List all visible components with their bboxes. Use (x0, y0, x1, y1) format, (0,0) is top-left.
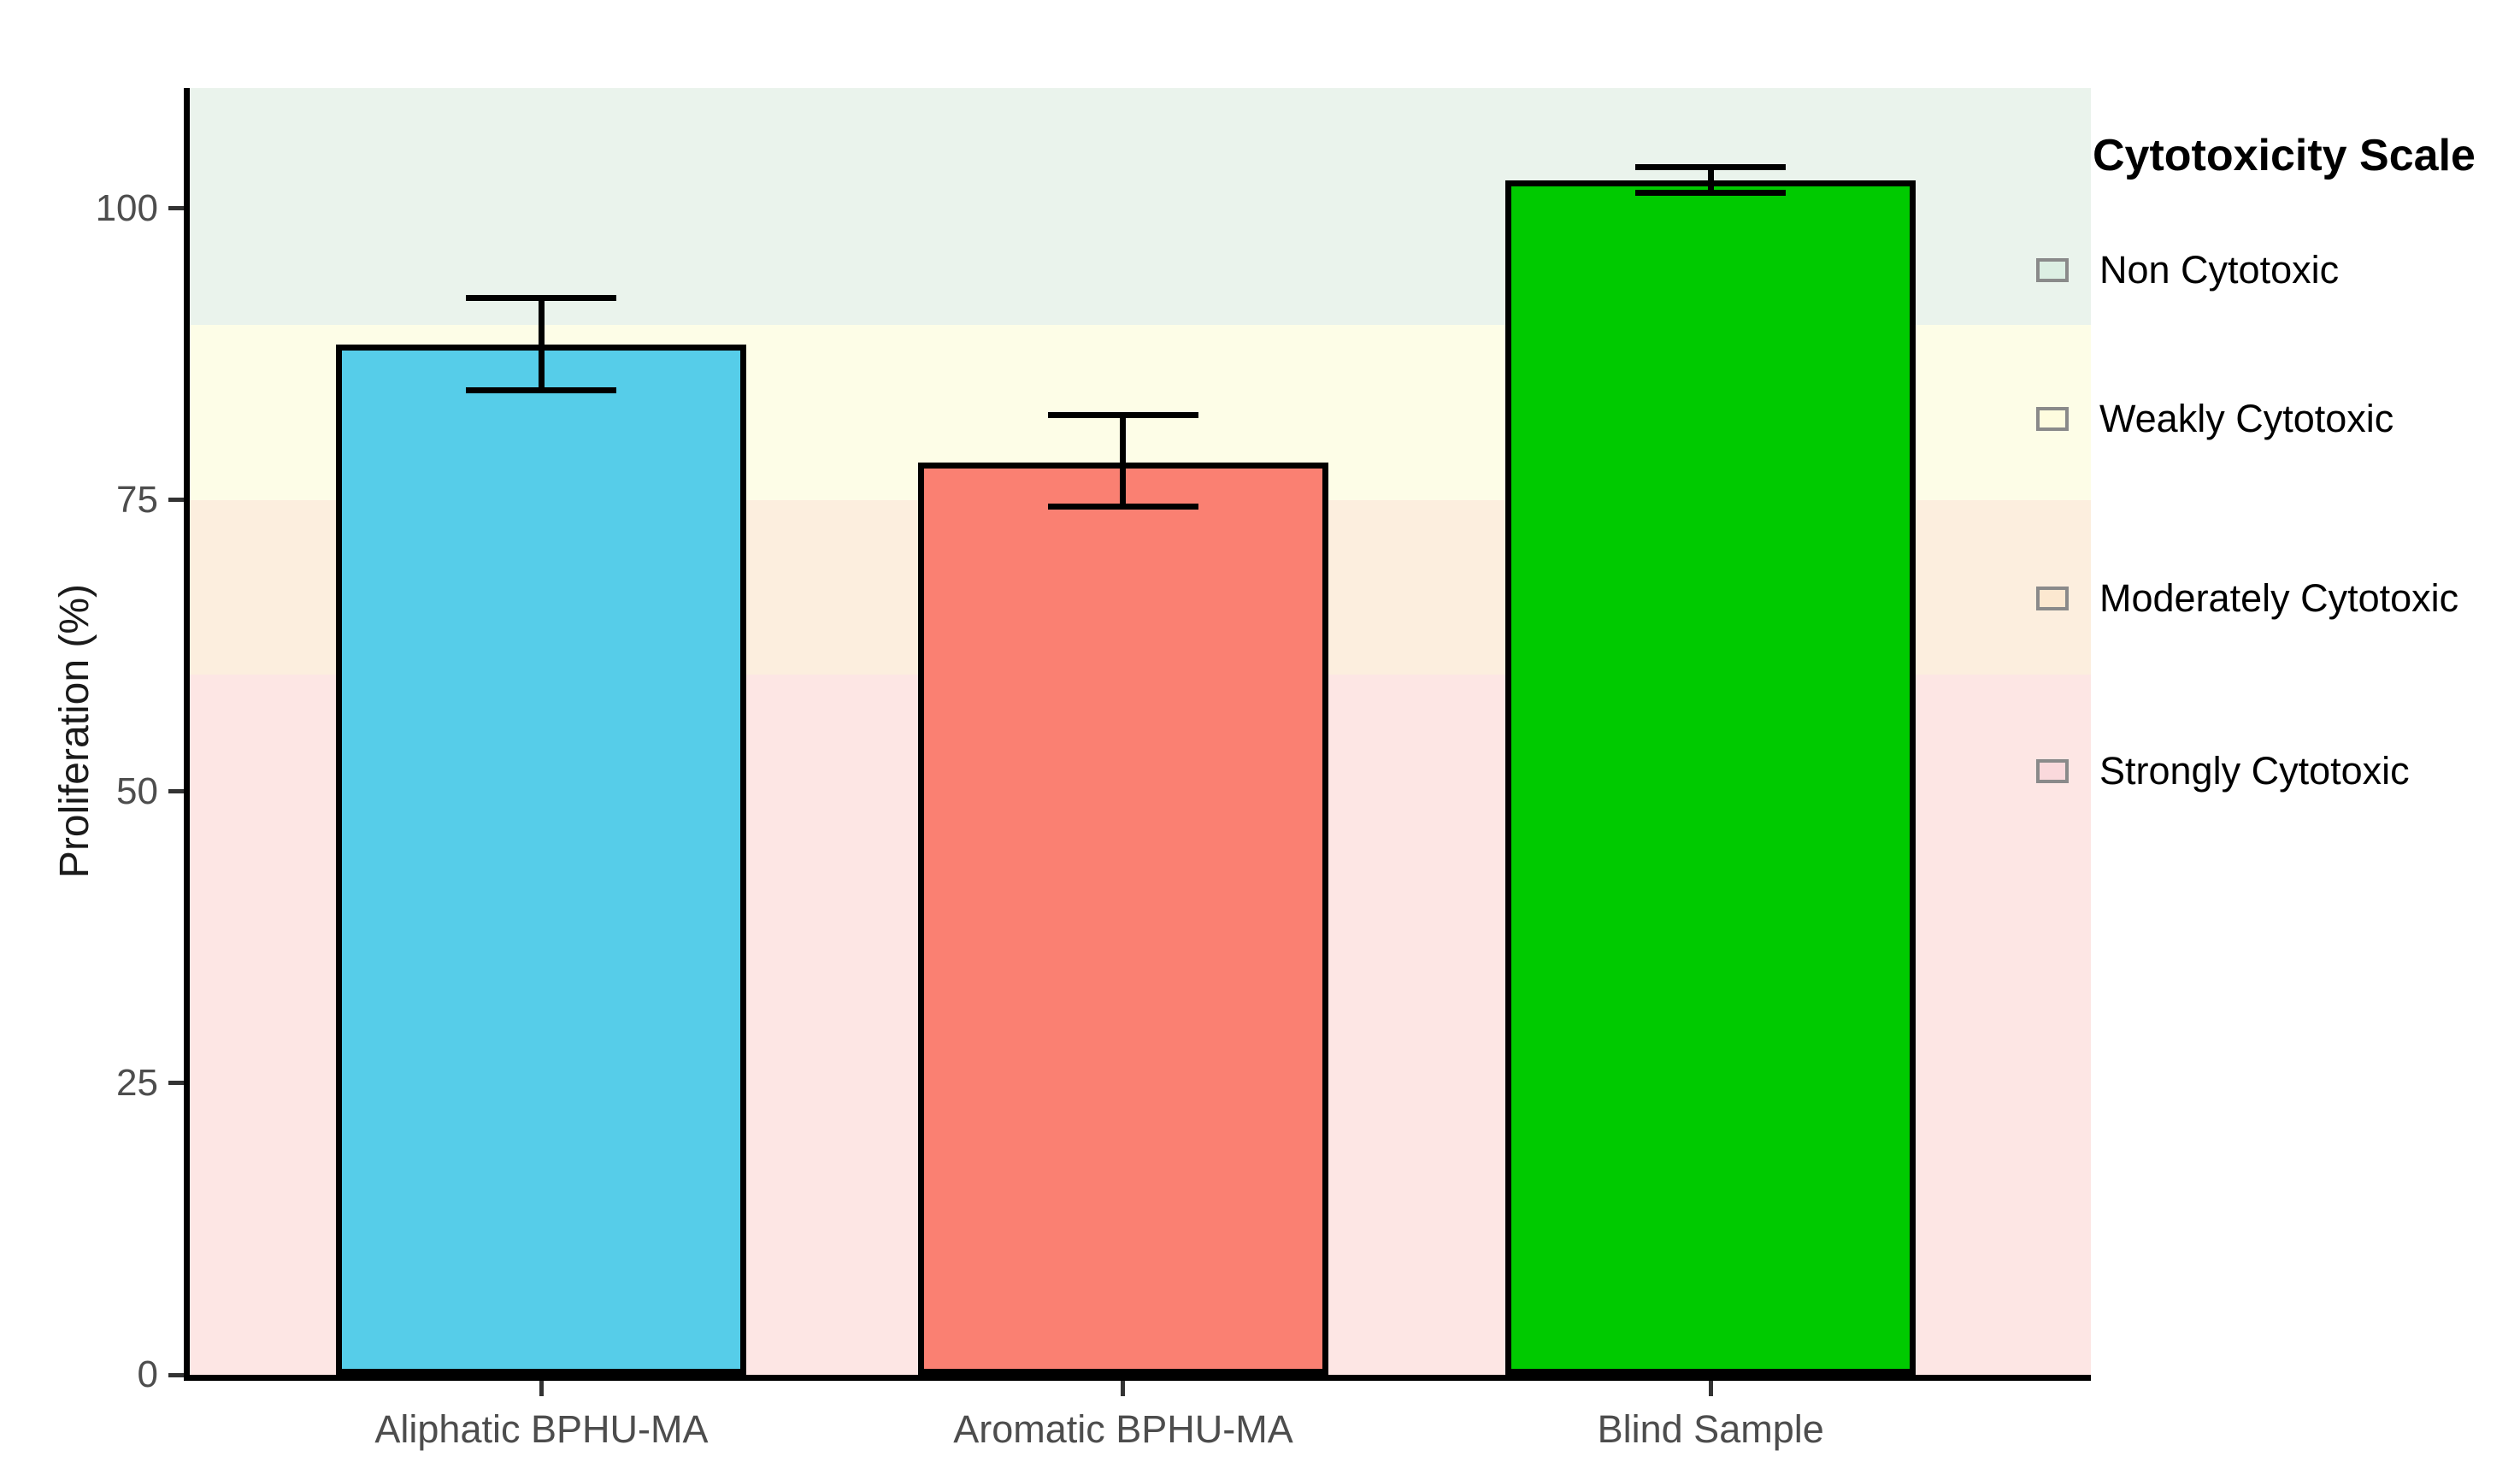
legend-label-weakly-cytotoxic: Weakly Cytotoxic (2099, 397, 2394, 440)
error-bar-cap-bottom-blind-sample (1635, 190, 1787, 197)
y-tick-label: 50 (116, 769, 158, 812)
legend-key-strongly-cytotoxic (2036, 759, 2069, 783)
error-bar-line-aliphatic-bphu-ma (538, 298, 545, 391)
y-axis-line (184, 88, 190, 1381)
legend-label-moderately-cytotoxic: Moderately Cytotoxic (2099, 576, 2459, 620)
y-tick-mark (168, 498, 184, 503)
x-tick-label-aliphatic-bphu-ma: Aliphatic BPHU-MA (374, 1407, 709, 1451)
x-tick-label-blind-sample: Blind Sample (1597, 1407, 1824, 1451)
error-bar-cap-bottom-aromatic-bphu-ma (1047, 504, 1198, 510)
y-axis-title: Proliferation (%) (52, 583, 97, 879)
y-tick-label: 100 (95, 186, 158, 229)
legend-key-non-cytotoxic (2036, 258, 2069, 282)
y-tick-label: 0 (137, 1353, 158, 1395)
error-bar-cap-top-blind-sample (1635, 164, 1787, 171)
error-bar-line-aromatic-bphu-ma (1120, 415, 1127, 507)
x-tick-label-aromatic-bphu-ma: Aromatic BPHU-MA (953, 1407, 1293, 1451)
bar-blind-sample (1505, 180, 1916, 1375)
legend-key-weakly-cytotoxic (2036, 407, 2069, 431)
y-tick-label: 75 (116, 478, 158, 521)
y-tick-mark (168, 789, 184, 794)
error-bar-line-blind-sample (1707, 167, 1714, 193)
y-tick-mark (168, 1372, 184, 1377)
bar-aliphatic-bphu-ma (336, 345, 747, 1375)
y-tick-mark (168, 206, 184, 211)
x-tick-mark (1708, 1381, 1713, 1396)
error-bar-cap-top-aliphatic-bphu-ma (466, 295, 617, 302)
error-bar-cap-top-aromatic-bphu-ma (1047, 411, 1198, 418)
x-tick-mark (539, 1381, 544, 1396)
legend-key-moderately-cytotoxic (2036, 587, 2069, 610)
legend-label-non-cytotoxic: Non Cytotoxic (2099, 248, 2340, 292)
legend-label-strongly-cytotoxic: Strongly Cytotoxic (2099, 749, 2410, 793)
y-tick-label: 25 (116, 1061, 158, 1104)
error-bar-cap-bottom-aliphatic-bphu-ma (466, 386, 617, 393)
legend-title: Cytotoxicity Scale (2093, 131, 2476, 180)
y-tick-mark (168, 1081, 184, 1086)
bar-aromatic-bphu-ma (917, 462, 1328, 1375)
x-axis-line (184, 1375, 2091, 1381)
x-tick-mark (1121, 1381, 1126, 1396)
